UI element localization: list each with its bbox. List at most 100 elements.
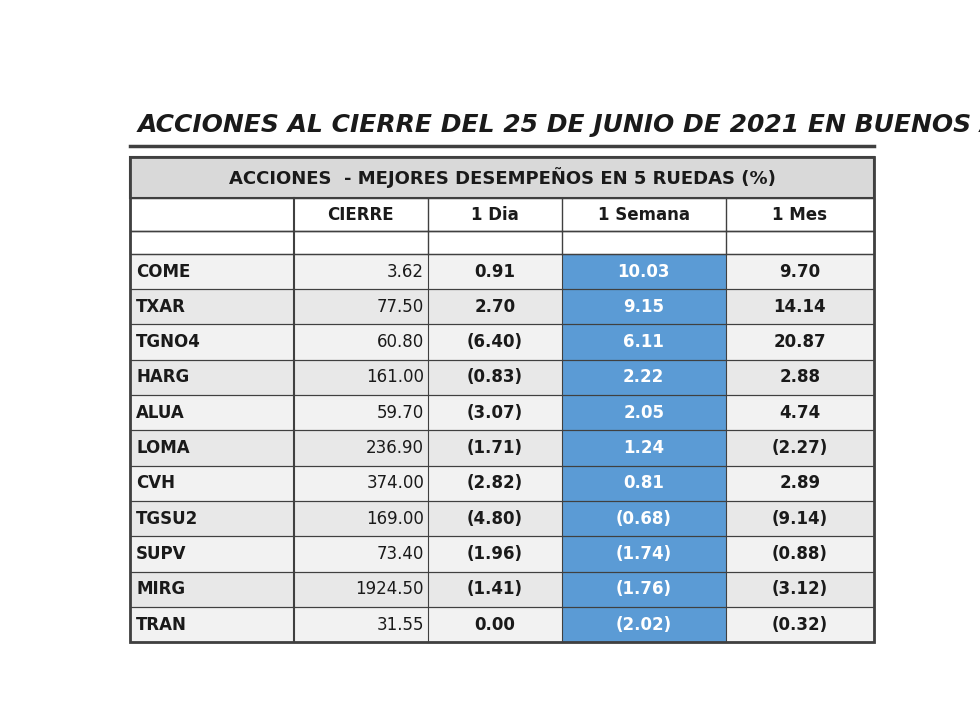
Bar — [130, 157, 874, 198]
Bar — [562, 289, 725, 325]
Bar — [294, 254, 428, 289]
Text: (0.68): (0.68) — [615, 510, 671, 528]
Bar — [130, 325, 874, 360]
Bar — [428, 325, 562, 360]
Bar — [428, 395, 562, 430]
Text: 31.55: 31.55 — [376, 616, 424, 633]
Bar — [130, 325, 294, 360]
Text: (4.80): (4.80) — [466, 510, 522, 528]
Text: 77.50: 77.50 — [377, 298, 424, 316]
Text: 2.22: 2.22 — [623, 368, 664, 387]
Bar — [294, 607, 428, 642]
Bar — [725, 289, 874, 325]
Bar — [562, 325, 725, 360]
Bar — [130, 157, 874, 642]
Bar — [562, 254, 725, 289]
Bar — [428, 466, 562, 501]
Bar — [294, 289, 428, 325]
Bar — [725, 607, 874, 642]
Text: 1 Semana: 1 Semana — [598, 205, 690, 223]
Bar — [725, 430, 874, 466]
Bar — [428, 571, 562, 607]
Text: 236.90: 236.90 — [367, 439, 424, 457]
Bar — [294, 501, 428, 537]
Bar — [428, 289, 562, 325]
Bar — [130, 571, 294, 607]
Text: (2.27): (2.27) — [772, 439, 828, 457]
Bar — [130, 157, 874, 198]
Bar — [130, 430, 294, 466]
Bar — [130, 254, 294, 289]
Text: 9.15: 9.15 — [623, 298, 664, 316]
Text: 1 Mes: 1 Mes — [772, 205, 827, 223]
Bar — [130, 198, 874, 232]
Text: (2.02): (2.02) — [615, 616, 671, 633]
Text: 169.00: 169.00 — [367, 510, 424, 528]
Bar — [294, 395, 428, 430]
Text: 2.05: 2.05 — [623, 404, 664, 422]
Bar — [130, 232, 874, 254]
Text: SUPV: SUPV — [136, 545, 186, 563]
Bar — [428, 360, 562, 395]
Text: 9.70: 9.70 — [779, 263, 820, 280]
Bar — [562, 501, 725, 537]
Bar — [130, 289, 874, 325]
Text: MIRG: MIRG — [136, 580, 185, 598]
Text: 0.91: 0.91 — [474, 263, 515, 280]
Bar — [130, 537, 294, 571]
Bar — [130, 395, 874, 430]
Bar — [725, 360, 874, 395]
Text: 60.80: 60.80 — [377, 333, 424, 351]
Bar — [428, 537, 562, 571]
Bar — [562, 537, 725, 571]
Bar — [562, 430, 725, 466]
Text: 0.81: 0.81 — [623, 475, 664, 492]
Text: HARG: HARG — [136, 368, 189, 387]
Bar — [130, 571, 874, 607]
Text: CVH: CVH — [136, 475, 175, 492]
Bar — [725, 537, 874, 571]
Bar — [130, 360, 874, 395]
Text: COME: COME — [136, 263, 190, 280]
Bar — [294, 430, 428, 466]
Text: (1.76): (1.76) — [615, 580, 671, 598]
Text: (6.40): (6.40) — [466, 333, 522, 351]
Bar — [294, 360, 428, 395]
Text: TGSU2: TGSU2 — [136, 510, 198, 528]
Bar — [130, 501, 874, 537]
Bar — [130, 232, 874, 254]
Bar — [130, 501, 294, 537]
Text: 2.70: 2.70 — [474, 298, 515, 316]
Bar — [562, 466, 725, 501]
Text: 374.00: 374.00 — [367, 475, 424, 492]
Bar — [294, 325, 428, 360]
Text: TXAR: TXAR — [136, 298, 186, 316]
Text: 2.89: 2.89 — [779, 475, 820, 492]
Bar — [562, 395, 725, 430]
Bar — [725, 571, 874, 607]
Text: 14.14: 14.14 — [773, 298, 826, 316]
Text: 2.88: 2.88 — [779, 368, 820, 387]
Bar — [562, 607, 725, 642]
Text: TRAN: TRAN — [136, 616, 187, 633]
Text: (0.83): (0.83) — [466, 368, 522, 387]
Text: CIERRE: CIERRE — [327, 205, 394, 223]
Bar — [428, 430, 562, 466]
Text: 59.70: 59.70 — [377, 404, 424, 422]
Bar — [725, 325, 874, 360]
Text: (9.14): (9.14) — [772, 510, 828, 528]
Bar — [294, 466, 428, 501]
Text: (0.88): (0.88) — [772, 545, 828, 563]
Bar — [428, 607, 562, 642]
Bar — [428, 254, 562, 289]
Text: LOMA: LOMA — [136, 439, 190, 457]
Text: 1 Dia: 1 Dia — [471, 205, 518, 223]
Bar — [294, 571, 428, 607]
Bar — [130, 360, 294, 395]
Text: 4.74: 4.74 — [779, 404, 820, 422]
Bar — [130, 537, 874, 571]
Bar — [725, 501, 874, 537]
Bar — [130, 466, 294, 501]
Bar — [130, 289, 294, 325]
Bar — [562, 571, 725, 607]
